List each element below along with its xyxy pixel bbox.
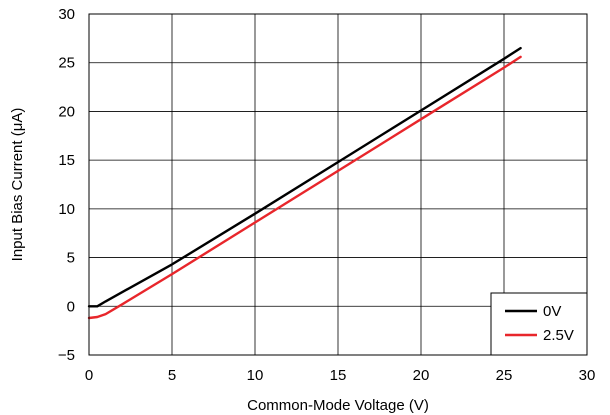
legend-box [490, 292, 588, 356]
x-tick-labels: 0 5 10 15 20 25 30 [85, 367, 596, 384]
y-tick-label: 25 [58, 55, 75, 72]
x-axis-title: Common-Mode Voltage (V) [247, 397, 429, 414]
x-tick-label: 15 [330, 367, 347, 384]
legend: 0V 2.5V [490, 292, 588, 356]
plot-frame [88, 13, 588, 356]
series-line-1 [87, 55, 522, 320]
y-tick-label: 5 [67, 250, 75, 267]
y-tick-label: 15 [58, 152, 75, 169]
x-tick-label: 5 [168, 367, 176, 384]
y-axis-title: Input Bias Current (μA) [9, 108, 26, 262]
y-tick-label: 20 [58, 103, 75, 120]
x-tick-label: 10 [247, 367, 264, 384]
y-tick-label: 30 [58, 6, 75, 23]
series-line-0 [87, 46, 522, 308]
y-tick-label: −5 [58, 347, 75, 364]
y-tick-label: 10 [58, 201, 75, 218]
x-tick-label: 30 [579, 367, 596, 384]
x-tick-label: 0 [85, 367, 93, 384]
series-lines [87, 46, 522, 320]
gridlines [88, 13, 588, 356]
y-tick-labels: −5 0 5 10 15 20 25 30 [58, 6, 75, 364]
legend-label: 0V [543, 303, 561, 320]
x-tick-label: 25 [496, 367, 513, 384]
legend-label: 2.5V [543, 327, 574, 344]
x-tick-label: 20 [413, 367, 430, 384]
y-tick-label: 0 [67, 298, 75, 315]
